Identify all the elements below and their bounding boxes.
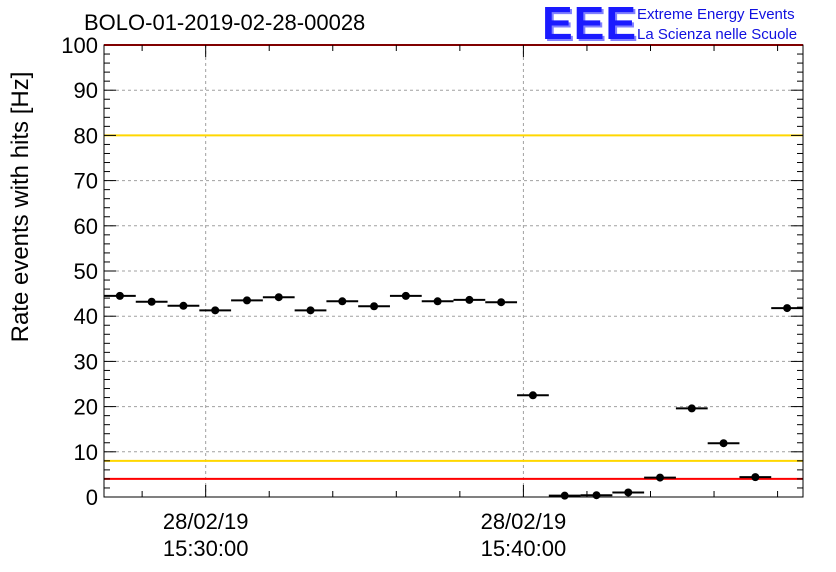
data-point (370, 302, 379, 311)
data-point (687, 404, 696, 413)
y-tick-label: 90 (74, 78, 98, 103)
y-tick-label: 100 (61, 33, 98, 58)
data-point (719, 439, 728, 448)
y-axis-label: Rate events with hits [Hz] (7, 72, 34, 343)
eee-logo: EEE Extreme Energy Events La Scienza nel… (540, 0, 836, 49)
data-point (242, 296, 251, 305)
x-tick-date-label: 28/02/19 (481, 509, 567, 534)
threshold-lines (104, 44, 803, 480)
y-tick-label: 80 (74, 123, 98, 148)
eee-logo-mark: EEE (542, 0, 638, 49)
y-tick-label: 50 (74, 259, 98, 284)
y-tick-label: 70 (74, 169, 98, 194)
data-point (306, 306, 315, 315)
data-point (338, 297, 347, 306)
data-point (560, 491, 569, 500)
data-point (592, 491, 601, 500)
x-tick-date-label: 28/02/19 (163, 509, 249, 534)
data-points (104, 291, 803, 500)
data-point (211, 306, 220, 315)
y-tick-label: 10 (74, 440, 98, 465)
data-point (465, 295, 474, 304)
data-point (497, 298, 506, 307)
data-point (656, 473, 665, 482)
tick-labels: 010203040506070809010028/02/1915:30:0028… (61, 33, 566, 561)
logo-tagline-2: La Scienza nelle Scuole (637, 26, 798, 43)
data-point (528, 391, 537, 400)
axis-ticks (104, 44, 803, 498)
data-point (179, 301, 188, 310)
logo-tagline-1: Extreme Energy Events (637, 6, 795, 23)
data-point (115, 291, 124, 300)
data-point (624, 488, 633, 497)
data-point (147, 297, 156, 306)
data-point (433, 297, 442, 306)
y-tick-label: 20 (74, 395, 98, 420)
data-point (783, 304, 792, 313)
data-point (274, 293, 283, 302)
data-point (401, 291, 410, 300)
y-tick-label: 30 (74, 349, 98, 374)
x-tick-time-label: 15:30:00 (163, 536, 249, 561)
y-tick-label: 60 (74, 214, 98, 239)
y-tick-label: 0 (86, 485, 98, 510)
x-tick-time-label: 15:40:00 (481, 536, 567, 561)
data-point (751, 473, 760, 482)
grid-lines (104, 45, 803, 497)
chart-title: BOLO-01-2019-02-28-00028 (84, 10, 366, 35)
y-tick-label: 40 (74, 304, 98, 329)
